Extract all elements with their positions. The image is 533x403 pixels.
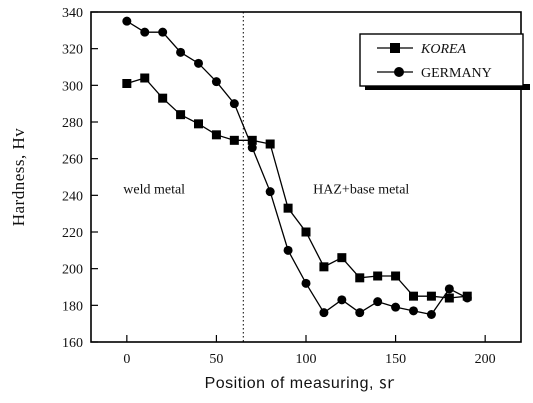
y-tick-label: 320 bbox=[62, 43, 83, 58]
data-point-korea bbox=[426, 291, 436, 301]
data-point-germany bbox=[265, 187, 275, 197]
legend-box bbox=[359, 33, 524, 87]
y-tick-label: 240 bbox=[62, 189, 83, 204]
data-point-germany bbox=[247, 143, 257, 153]
data-point-korea bbox=[158, 93, 168, 103]
data-point-germany bbox=[301, 278, 311, 288]
data-point-germany bbox=[444, 284, 454, 294]
data-point-korea bbox=[140, 73, 150, 83]
data-point-germany bbox=[409, 306, 418, 316]
data-point-germany bbox=[140, 27, 150, 37]
data-point-germany bbox=[355, 308, 365, 318]
legend-shadow bbox=[365, 84, 530, 90]
data-point-korea bbox=[444, 293, 454, 303]
data-point-korea bbox=[122, 79, 132, 88]
data-point-germany bbox=[176, 47, 186, 57]
legend-label-germany: GERMANY bbox=[421, 66, 492, 81]
y-tick-label: 220 bbox=[62, 226, 83, 241]
data-point-germany bbox=[337, 295, 347, 305]
x-axis-label: Position of measuring, ㏛ bbox=[205, 375, 396, 392]
data-point-korea bbox=[211, 130, 221, 140]
y-axis: 160 180 200 220 240 260 280 300 320 340 bbox=[62, 6, 98, 351]
x-tick-label: 200 bbox=[475, 352, 496, 367]
y-tick-label: 180 bbox=[62, 299, 83, 314]
legend-marker-germany bbox=[394, 67, 404, 77]
data-point-korea bbox=[409, 291, 418, 301]
annotation-weld-metal: weld metal bbox=[123, 183, 185, 198]
data-point-germany bbox=[319, 308, 329, 318]
data-point-korea bbox=[229, 135, 239, 145]
y-tick-label: 280 bbox=[62, 116, 83, 131]
data-point-korea bbox=[391, 271, 401, 281]
data-point-germany bbox=[373, 297, 383, 307]
data-point-korea bbox=[247, 135, 257, 145]
data-point-germany bbox=[229, 99, 239, 109]
legend-marker-korea bbox=[390, 43, 400, 53]
data-point-germany bbox=[283, 245, 293, 255]
x-tick-label: 0 bbox=[123, 352, 130, 367]
data-point-germany bbox=[194, 58, 203, 68]
data-point-korea bbox=[337, 253, 347, 263]
x-tick-label: 100 bbox=[296, 352, 317, 367]
y-tick-label: 160 bbox=[62, 336, 83, 351]
data-point-germany bbox=[426, 310, 436, 319]
series-layer bbox=[122, 16, 472, 319]
y-tick-label: 260 bbox=[62, 153, 83, 168]
y-tick-label: 200 bbox=[62, 263, 83, 278]
data-point-korea bbox=[301, 227, 311, 237]
data-point-korea bbox=[283, 203, 293, 213]
data-point-korea bbox=[265, 139, 275, 149]
x-tick-label: 150 bbox=[385, 352, 406, 367]
y-tick-label: 340 bbox=[62, 6, 83, 21]
data-point-germany bbox=[158, 27, 168, 37]
x-axis: 0 50 100 150 200 bbox=[123, 335, 496, 367]
legend: KOREA GERMANY bbox=[359, 33, 530, 90]
data-point-germany bbox=[391, 302, 401, 312]
data-point-korea bbox=[373, 271, 383, 281]
data-point-korea bbox=[319, 262, 329, 272]
data-point-korea bbox=[194, 119, 203, 129]
y-axis-label: Hardness, Hv bbox=[9, 128, 28, 227]
x-tick-label: 50 bbox=[209, 352, 223, 367]
data-point-korea bbox=[176, 110, 186, 120]
data-point-korea bbox=[355, 273, 365, 283]
data-point-germany bbox=[211, 77, 221, 87]
data-point-germany bbox=[122, 16, 132, 26]
y-tick-label: 300 bbox=[62, 79, 83, 94]
legend-label-korea: KOREA bbox=[420, 42, 467, 57]
annotation-haz-base-metal: HAZ+base metal bbox=[313, 183, 409, 198]
data-point-germany bbox=[462, 293, 472, 303]
